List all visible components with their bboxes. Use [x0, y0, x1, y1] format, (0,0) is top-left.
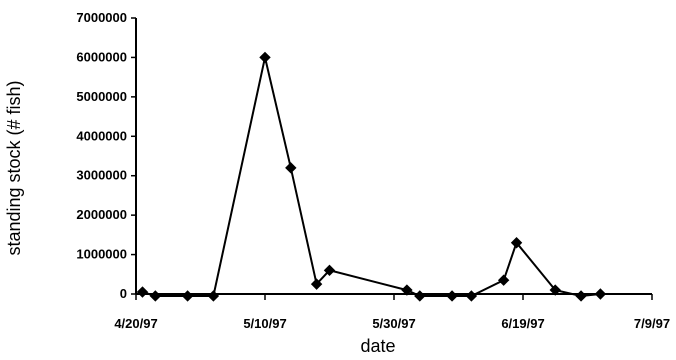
y-tick-label: 4000000 [76, 128, 127, 143]
x-tick-label: 5/30/97 [372, 316, 415, 331]
data-point-marker [285, 162, 297, 174]
data-point-marker [510, 237, 523, 249]
y-tick-label: 5000000 [76, 89, 127, 104]
data-point-marker [310, 278, 323, 290]
data-point-marker [414, 290, 426, 302]
data-point-marker [401, 284, 413, 296]
series [136, 51, 607, 302]
x-axis-title: date [360, 336, 395, 356]
x-tick-label: 5/10/97 [243, 316, 286, 331]
data-point-marker [181, 290, 194, 302]
y-tick-label: 2000000 [76, 207, 127, 222]
data-point-marker [575, 290, 587, 302]
y-tick-label: 6000000 [76, 49, 127, 64]
data-point-marker [465, 290, 478, 302]
data-point-marker [446, 290, 458, 302]
x-tick-label: 7/9/97 [634, 316, 670, 331]
data-point-marker [207, 290, 220, 302]
data-point-marker [497, 274, 510, 286]
data-point-marker [323, 264, 336, 277]
data-point-marker [149, 290, 162, 302]
data-point-marker [136, 286, 149, 298]
y-tick-label: 7000000 [76, 10, 127, 25]
data-point-marker [259, 51, 271, 64]
x-tick-label: 6/19/97 [501, 316, 544, 331]
series-line [142, 57, 601, 298]
y-tick-label: 0 [120, 286, 127, 301]
data-point-marker [549, 284, 561, 296]
y-axis-title: standing stock (# fish) [4, 80, 24, 255]
data-point-marker [594, 288, 607, 300]
x-ticks: 4/20/97 5/10/97 5/30/97 6/19/97 7/9/97 [114, 294, 670, 331]
y-ticks: 0 1000000 2000000 3000000 4000000 5000000 6000… [76, 10, 136, 301]
x-tick-label: 4/20/97 [114, 316, 157, 331]
y-tick-label: 3000000 [76, 168, 127, 183]
axes [135, 18, 652, 295]
y-tick-label: 1000000 [76, 247, 127, 262]
